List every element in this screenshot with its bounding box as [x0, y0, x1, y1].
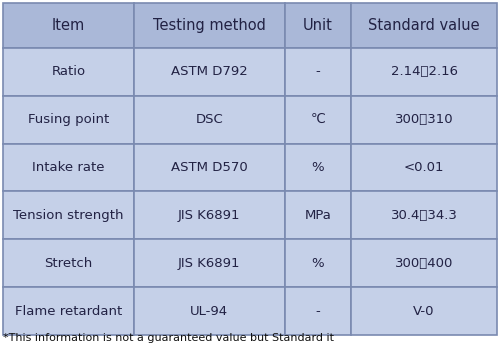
Text: 300～400: 300～400 — [395, 257, 454, 270]
Text: Item: Item — [52, 18, 85, 33]
Bar — [352, 48, 497, 96]
Bar — [284, 3, 352, 48]
Bar — [3, 144, 134, 191]
Bar — [3, 287, 134, 335]
Text: -: - — [316, 65, 320, 78]
Text: Intake rate: Intake rate — [32, 161, 104, 174]
Text: Tension strength: Tension strength — [13, 209, 124, 222]
Bar — [3, 96, 134, 144]
Bar — [3, 239, 134, 287]
Bar — [284, 48, 352, 96]
Text: Standard value: Standard value — [368, 18, 480, 33]
Text: Unit: Unit — [303, 18, 333, 33]
Bar — [134, 191, 284, 239]
Bar — [134, 287, 284, 335]
Text: Ratio: Ratio — [52, 65, 86, 78]
Text: 300～310: 300～310 — [395, 113, 454, 126]
Text: DSC: DSC — [196, 113, 223, 126]
Bar — [134, 48, 284, 96]
Bar — [352, 287, 497, 335]
Text: %: % — [312, 161, 324, 174]
Bar — [352, 191, 497, 239]
Bar — [134, 144, 284, 191]
Text: *This information is not a guaranteed value but Standard it: *This information is not a guaranteed va… — [3, 333, 334, 343]
Text: <0.01: <0.01 — [404, 161, 444, 174]
Bar — [284, 239, 352, 287]
Text: ASTM D570: ASTM D570 — [171, 161, 248, 174]
Text: Stretch: Stretch — [44, 257, 92, 270]
Text: %: % — [312, 257, 324, 270]
Text: JIS K6891: JIS K6891 — [178, 209, 240, 222]
Text: Fusing point: Fusing point — [28, 113, 109, 126]
Text: -: - — [316, 305, 320, 318]
Text: Testing method: Testing method — [153, 18, 266, 33]
Bar — [134, 239, 284, 287]
Bar — [352, 239, 497, 287]
Bar — [3, 48, 134, 96]
Text: Flame retardant: Flame retardant — [15, 305, 122, 318]
Bar — [352, 3, 497, 48]
Text: 2.14～2.16: 2.14～2.16 — [390, 65, 458, 78]
Text: ASTM D792: ASTM D792 — [171, 65, 248, 78]
Bar — [352, 96, 497, 144]
Bar — [284, 96, 352, 144]
Text: V-0: V-0 — [414, 305, 435, 318]
Text: JIS K6891: JIS K6891 — [178, 257, 240, 270]
Bar — [3, 3, 134, 48]
Bar — [134, 3, 284, 48]
Bar — [284, 144, 352, 191]
Text: 30.4～34.3: 30.4～34.3 — [390, 209, 458, 222]
Bar — [3, 191, 134, 239]
Bar — [134, 96, 284, 144]
Bar — [284, 191, 352, 239]
Bar — [284, 287, 352, 335]
Text: UL-94: UL-94 — [190, 305, 228, 318]
Text: MPa: MPa — [304, 209, 332, 222]
Bar — [352, 144, 497, 191]
Text: ℃: ℃ — [310, 113, 326, 126]
